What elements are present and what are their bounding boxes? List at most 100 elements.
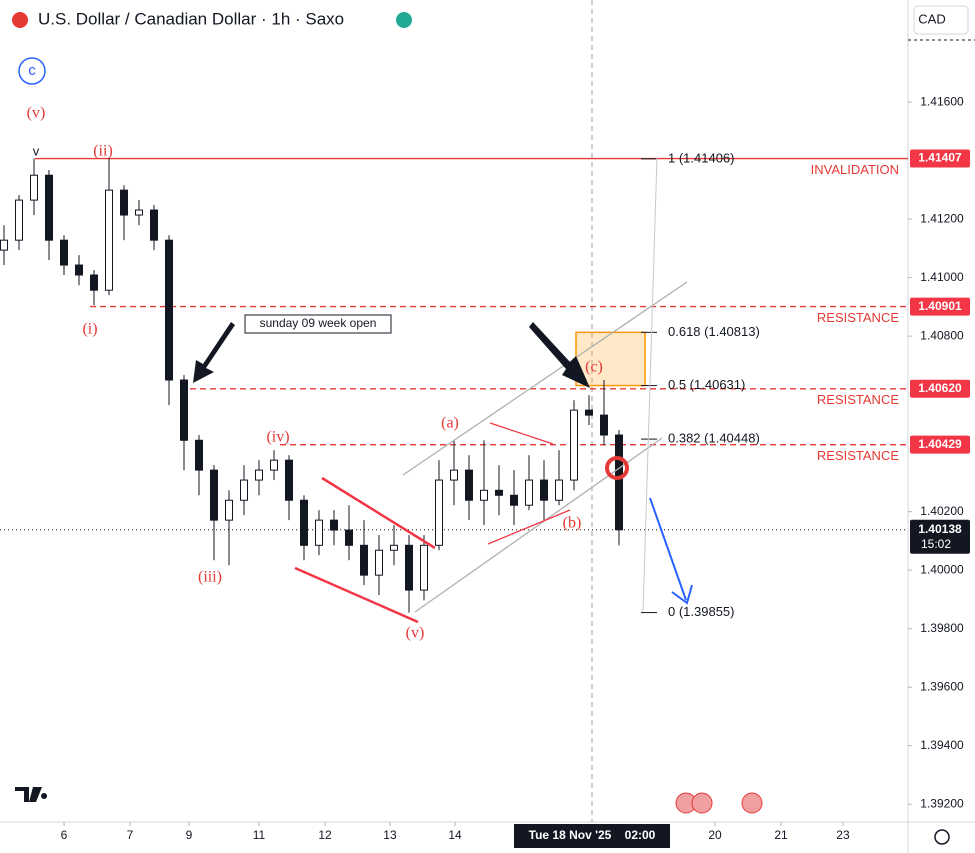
x-tick-label: 12 [318,828,332,842]
y-tick-label: 1.40000 [920,562,964,576]
settings-icon[interactable] [934,829,950,845]
candle-body [165,239,174,381]
wave-label: (iii) [198,569,222,586]
chart-title[interactable]: U.S. Dollar / Canadian Dollar · 1h · Sax… [38,9,344,28]
candle-body [255,469,264,481]
candle-body [285,459,294,501]
note-box [244,314,392,334]
countdown: 15:02 [921,537,951,551]
candle-body [524,479,533,506]
fib-label: 0 (1.39855) [668,604,735,619]
candle-body [599,414,608,436]
candle-body [360,544,369,576]
y-tick-label: 1.39800 [920,621,964,635]
wave-label: (i) [82,321,97,338]
trend-line [487,509,571,545]
last-price-box [910,519,970,554]
wave-label: v [33,143,40,158]
wave-label: (b) [563,515,582,532]
candle-body [315,519,324,546]
candle-body [345,529,354,546]
candle-body [494,489,503,496]
candle-body [195,439,204,471]
price-label: 1.41407 [918,151,962,165]
crosshair-date: Tue 18 Nov '25 [529,828,612,842]
candle-body [150,209,159,241]
price-label-box [910,379,970,398]
x-tick-label: 13 [383,828,397,842]
candle-body [135,209,144,216]
candle-body [435,479,444,546]
projection-arrow-head [671,584,693,605]
crosshair-time: 02:00 [625,828,656,842]
wave-label: (iv) [266,429,289,446]
candle-body [614,434,623,531]
fib-label: 1 (1.41406) [668,150,735,165]
candle-body [270,459,279,471]
price-label-box [910,149,970,168]
candle-body [210,469,219,521]
trend-line [489,422,554,445]
candle-body [584,409,593,416]
candle-body [479,489,488,501]
x-tick-label: 20 [708,828,722,842]
y-tick-label: 1.39600 [920,679,964,693]
highlight-circle [605,456,629,480]
price-label: 1.40901 [918,299,962,313]
candle-body [300,499,309,546]
candle-body [390,544,399,551]
candle-body [539,479,548,501]
drawings [193,156,693,624]
note: sunday 09 week open [260,316,377,330]
wedge-upper [321,476,436,550]
candle-body [180,379,189,441]
level-text: INVALIDATION [811,162,899,177]
last-price-label: 1.40138 [918,522,962,536]
candle-body [105,189,114,291]
symbol-icon [12,12,28,28]
wave-marker-circle [18,57,46,85]
y-tick-label: 1.41200 [920,211,964,225]
candle-body [554,479,563,501]
candle-body [450,469,458,481]
fib-label: 0.618 (1.40813) [668,324,760,339]
candle-body [375,549,384,576]
candle-body [90,274,99,291]
event-icon[interactable] [691,792,713,814]
fib-label: 0.5 (1.40631) [668,377,745,392]
level-text: RESISTANCE [817,310,899,325]
market-status [396,12,412,28]
x-tick-label: 9 [186,828,193,842]
price-label-box [910,435,970,454]
fib-label: 0.382 (1.40448) [668,431,760,446]
x-tick-label: 7 [127,828,134,842]
y-tick-label: 1.41600 [920,94,964,108]
wave-label: (a) [441,415,459,432]
wedge-lower [294,566,419,624]
price-label-box [910,297,970,316]
wave-label: (v) [27,105,46,122]
crosshair-label-box [513,824,670,848]
x-tick-label: 23 [836,828,850,842]
fib-trend [642,156,658,613]
level-text: RESISTANCE [817,448,899,463]
wave-marker: c [28,62,36,79]
level-text: RESISTANCE [817,392,899,407]
wave-label: (c) [585,359,603,376]
y-tick-label: 1.41000 [920,270,964,284]
projection-arrow [649,497,687,601]
arrow [529,322,590,388]
plot [0,0,908,822]
y-tick-label: 1.40800 [920,328,964,342]
event-icon[interactable] [741,792,763,814]
candle-body [15,199,24,241]
y-tick-label: 1.39400 [920,738,964,752]
candle-body [509,494,518,506]
x-tick-label: 21 [774,828,788,842]
logo [15,787,48,802]
currency-button[interactable] [913,5,969,35]
y-tick-label: 1.39200 [920,796,964,810]
arrow [193,322,235,383]
currency: CAD [918,11,945,26]
